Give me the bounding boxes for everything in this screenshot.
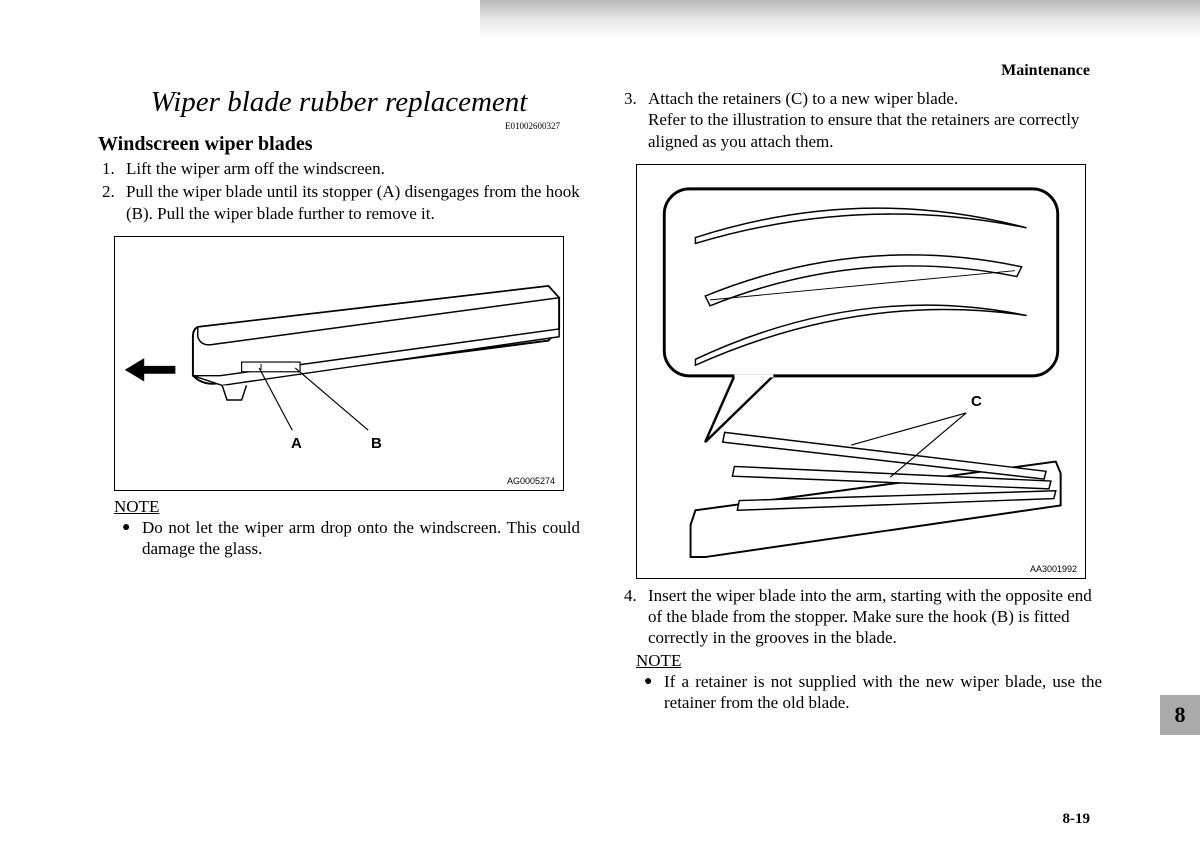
left-steps: 1. Lift the wiper arm off the windscreen…: [98, 158, 580, 224]
figure-id: AA3001992: [1030, 564, 1077, 574]
step-number: 2.: [102, 181, 115, 202]
bullet-icon: ●: [122, 519, 130, 537]
step-text: Lift the wiper arm off the windscreen.: [126, 159, 385, 178]
content-columns: Wiper blade rubber replacement E01002600…: [98, 80, 1102, 713]
right-step3: 3. Attach the retainers (C) to a new wip…: [620, 88, 1102, 152]
note-label-right: NOTE: [636, 651, 1102, 671]
step-number: 3.: [624, 88, 637, 109]
note-label-left: NOTE: [114, 497, 580, 517]
step-1: 1. Lift the wiper arm off the windscreen…: [126, 158, 580, 179]
retainer-illustration: [637, 165, 1085, 578]
doc-code: E01002600327: [98, 121, 560, 131]
page-number: 8-19: [1063, 811, 1091, 828]
label-b: B: [371, 435, 382, 452]
main-title: Wiper blade rubber replacement: [98, 86, 580, 119]
step-text: Insert the wiper blade into the arm, sta…: [648, 586, 1092, 648]
right-step4: 4. Insert the wiper blade into the arm, …: [620, 585, 1102, 649]
step-4: 4. Insert the wiper blade into the arm, …: [648, 585, 1102, 649]
wiper-arm-illustration: [115, 237, 563, 490]
note-body-left: ● Do not let the wiper arm drop onto the…: [142, 517, 580, 560]
step-number: 1.: [102, 158, 115, 179]
note-text: If a retainer is not supplied with the n…: [664, 672, 1102, 712]
left-column: Wiper blade rubber replacement E01002600…: [98, 80, 580, 713]
step-text: Pull the wiper blade until its stopper (…: [126, 182, 580, 222]
sub-heading: Windscreen wiper blades: [98, 133, 580, 156]
chapter-tab: 8: [1160, 695, 1200, 735]
figure-right: C AA3001992: [636, 164, 1086, 579]
step-3: 3. Attach the retainers (C) to a new wip…: [648, 88, 1102, 152]
step-2: 2. Pull the wiper blade until its stoppe…: [126, 181, 580, 224]
figure-id: AG0005274: [507, 476, 555, 486]
step-number: 4.: [624, 585, 637, 606]
page-top-gradient: [480, 0, 1200, 40]
label-c: C: [971, 393, 982, 410]
right-column: 3. Attach the retainers (C) to a new wip…: [620, 80, 1102, 713]
note-body-right: ● If a retainer is not supplied with the…: [664, 671, 1102, 714]
figure-left: A B AG0005274: [114, 236, 564, 491]
bullet-icon: ●: [644, 673, 652, 691]
section-header: Maintenance: [1001, 62, 1090, 80]
step-text: Attach the retainers (C) to a new wiper …: [648, 89, 1079, 151]
label-a: A: [291, 435, 302, 452]
note-text: Do not let the wiper arm drop onto the w…: [142, 518, 580, 558]
